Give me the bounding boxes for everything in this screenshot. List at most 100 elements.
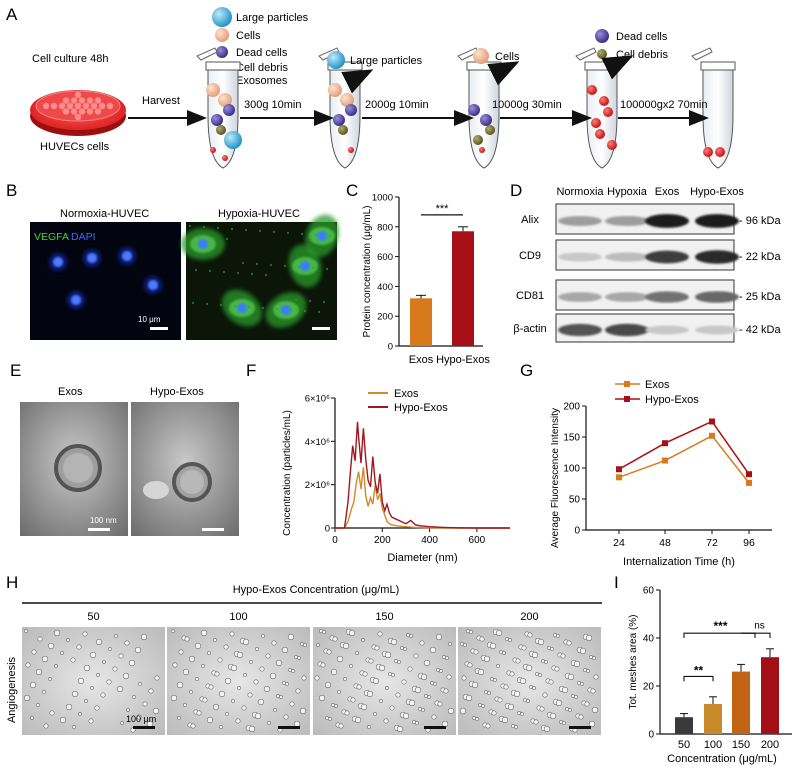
- centrifuge-step-label: 10000g 30min: [492, 99, 562, 111]
- tube-particle: [223, 104, 235, 116]
- nucleus: [87, 253, 97, 263]
- centrifuge-tube: [457, 47, 502, 169]
- nucleus: [148, 280, 158, 290]
- scale-label-b: 10 μm: [138, 315, 161, 324]
- scale-bar: [133, 726, 155, 729]
- panel-letter-i: I: [614, 573, 619, 592]
- tube-particle: [216, 125, 226, 135]
- centrifuge-steps: 300g 10min 2000g 10min 10000g 30min 100000g…: [240, 29, 709, 126]
- y-tick-label: 50: [569, 495, 581, 506]
- series-line: [335, 467, 510, 529]
- panel-letter-e: E: [10, 361, 21, 380]
- dish-label: HUVECs cells: [40, 141, 110, 153]
- legend-label: Cell debris: [236, 62, 288, 74]
- y-tick-label: 800: [377, 222, 393, 233]
- tube-particle: [473, 135, 483, 145]
- panel-letter-h: H: [6, 573, 18, 592]
- blot-band: [558, 292, 602, 302]
- normoxia-title: Normoxia-HUVEC: [60, 208, 149, 220]
- legend-label: Dead cells: [236, 47, 288, 59]
- panel-f: F 0 2×10⁶ 4×10⁶ 6×10⁶ 0 200 400 600 Exos Hypo-Exo…: [246, 361, 510, 564]
- panel-b: B Normoxia-HUVEC Hypoxia-HUVEC VEGFA DAP…: [6, 181, 339, 340]
- blot-band: [645, 291, 689, 303]
- tem-vesicles: [54, 444, 212, 502]
- tube-formation-image: 200: [458, 611, 601, 735]
- data-point: [746, 471, 752, 478]
- blot-row-label: CD81: [516, 290, 544, 302]
- scale-bar-e-left: [88, 528, 110, 531]
- significance-label: ns: [754, 621, 765, 632]
- harvest-label: Harvest: [142, 95, 180, 107]
- significance-bracket: [741, 632, 771, 638]
- panel-e: E Exos Hypo-Exos 100 nm: [10, 361, 239, 536]
- y-tick-label: 60: [643, 586, 655, 597]
- removal-arrow: [341, 69, 374, 94]
- data-point: [662, 457, 668, 464]
- nucleus: [198, 239, 208, 249]
- removed-label: Dead cells: [616, 31, 668, 43]
- tube-formation-image: 50: [22, 611, 165, 735]
- concentration-label: 50: [87, 611, 99, 623]
- significance-bracket: [683, 675, 714, 682]
- blot-band: [605, 323, 649, 337]
- y-tick-label: 2×10⁶: [305, 480, 330, 491]
- panel-letter-d: D: [510, 181, 522, 200]
- blot-band: [605, 292, 649, 302]
- x-tick-label: 600: [469, 535, 486, 546]
- blot-column-label: Normoxia: [556, 186, 604, 198]
- nucleus: [122, 251, 132, 261]
- y-axis-label: Tot. meshes area (%): [628, 614, 639, 709]
- centrifuge-step-label: 300g 10min: [244, 99, 302, 111]
- blot-band: [695, 291, 739, 303]
- x-tick-label: Exos: [409, 354, 434, 366]
- legend-label: Hypo-Exos: [645, 394, 699, 406]
- western-blot: Normoxia Hypoxia Exos Hypo-Exos Alix - 96 kDa…: [513, 186, 781, 343]
- bar: [410, 298, 432, 346]
- scale-bar: [569, 726, 591, 729]
- legend-label: Exosomes: [236, 75, 288, 87]
- angiogenesis-label: Angiogenesis: [6, 656, 18, 723]
- tube-particle: [340, 93, 354, 107]
- x-tick-label: 48: [659, 537, 671, 549]
- y-tick-label: 0: [325, 524, 330, 535]
- size-distribution-chart: 0 2×10⁶ 4×10⁶ 6×10⁶ 0 200 400 600 Exos Hypo-Exos D…: [282, 388, 510, 564]
- panel-letter-c: C: [346, 181, 358, 200]
- legend-label: Exos: [645, 379, 670, 391]
- nucleus: [317, 231, 327, 241]
- tube-particle: [587, 85, 597, 95]
- y-axis-label: Protein concentration (μg/mL): [362, 206, 373, 338]
- tube-particle: [222, 155, 228, 161]
- concentration-label: 150: [375, 611, 393, 623]
- x-tick-label: 0: [332, 535, 338, 546]
- tube-particle: [479, 147, 485, 153]
- tube-particle: [224, 131, 242, 149]
- tube-particle: [485, 125, 495, 135]
- x-axis-label: Concentration (μg/mL): [667, 753, 777, 765]
- panel-letter-g: G: [520, 361, 533, 380]
- y-tick-label: 4×10⁶: [305, 437, 330, 448]
- panel-letter-f: F: [246, 361, 256, 380]
- x-tick-label: 100: [704, 739, 722, 751]
- blot-kda-label: - 96 kDa: [739, 215, 781, 227]
- y-tick-label: 40: [643, 634, 655, 645]
- tube-particle: [703, 147, 713, 157]
- data-point: [746, 479, 752, 486]
- y-tick-label: 20: [643, 682, 655, 693]
- centrifuge-step-label: 2000g 10min: [365, 99, 429, 111]
- scale-label-h: 100 μm: [126, 714, 156, 724]
- x-axis-label: Internalization Time (h): [623, 556, 735, 568]
- removed-marker: [595, 29, 609, 43]
- tube-particle: [345, 104, 357, 116]
- y-tick-label: 400: [377, 282, 393, 293]
- nucleus: [237, 303, 247, 313]
- nucleus: [281, 305, 291, 315]
- vegfa-stain-label: VEGFA: [34, 231, 69, 243]
- centrifuge-step-label: 100000gx2 70min: [620, 99, 707, 111]
- blot-band: [558, 215, 602, 227]
- bar: [704, 704, 722, 734]
- fluorescence-intensity-chart: 0 50 100 150 200 24 48 72 96 Exos Hypo-Exos Interna…: [550, 379, 772, 568]
- tube-formation-image: 150: [313, 611, 456, 735]
- series-line: [618, 434, 750, 484]
- concentration-label: 100: [229, 611, 247, 623]
